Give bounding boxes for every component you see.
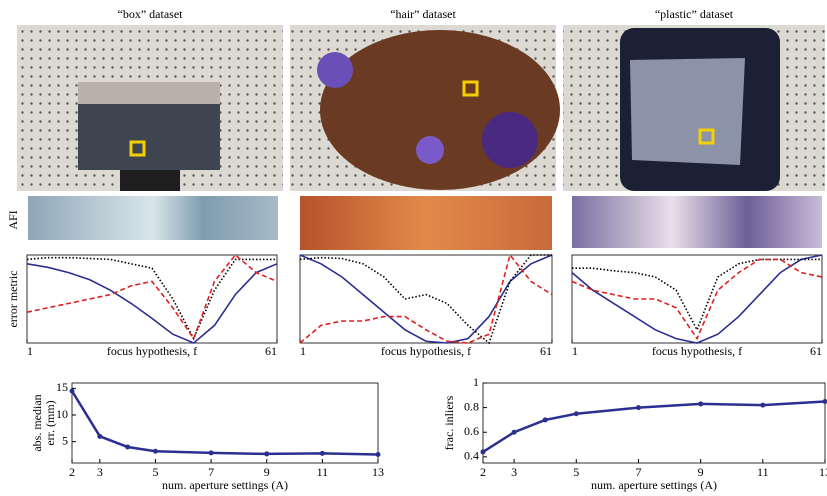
x-tick-label: 61 xyxy=(540,344,552,358)
y-tick-label: 5 xyxy=(62,433,68,447)
series-line xyxy=(26,253,278,341)
y-tick-label: 0.8 xyxy=(464,399,479,413)
series-line xyxy=(299,254,552,345)
x-tick-label: 5 xyxy=(152,465,158,479)
data-point xyxy=(125,444,131,450)
x-tick-label: 2 xyxy=(480,465,486,479)
y-axis-label: err. (mm) xyxy=(43,400,57,445)
x-tick-label: 11 xyxy=(317,465,329,479)
data-point xyxy=(542,417,548,423)
x-tick-label: 1 xyxy=(572,344,578,358)
series-line xyxy=(572,258,822,332)
data-point xyxy=(635,405,641,411)
afi-label: AFI xyxy=(6,210,20,229)
x-tick-label: 61 xyxy=(265,344,277,358)
data-point xyxy=(152,448,158,454)
plot-frame xyxy=(71,382,379,464)
photo-hair xyxy=(290,25,560,191)
plot-frame xyxy=(571,254,823,344)
data-point xyxy=(97,433,103,439)
x-tick-label: 13 xyxy=(372,465,384,479)
panel-title: “hair” dataset xyxy=(390,7,456,21)
y-axis-label: abs. median xyxy=(30,394,44,451)
x-tick-label: 9 xyxy=(264,465,270,479)
x-tick-label: 7 xyxy=(635,465,641,479)
series-line xyxy=(482,400,826,453)
series-line xyxy=(571,258,823,341)
x-tick-label: 9 xyxy=(698,465,704,479)
plot-frame xyxy=(299,254,553,344)
series-line xyxy=(299,253,553,344)
x-tick-label: 61 xyxy=(810,344,822,358)
panel-title: “plastic” dataset xyxy=(655,7,734,21)
plot-frame xyxy=(482,382,826,464)
data-point xyxy=(208,450,214,456)
x-tick-label: 3 xyxy=(97,465,103,479)
data-point xyxy=(375,451,381,457)
x-axis-label: num. aperture settings (A) xyxy=(591,478,717,492)
x-axis-label: focus hypothesis, f xyxy=(652,344,742,358)
data-point xyxy=(69,388,75,394)
y-axis-label: error metric xyxy=(6,271,20,328)
data-point xyxy=(760,402,766,408)
data-point xyxy=(822,398,827,404)
x-axis-label: num. aperture settings (A) xyxy=(162,478,288,492)
x-tick-label: 2 xyxy=(69,465,75,479)
panel-title: “box” dataset xyxy=(118,7,184,21)
x-tick-label: 11 xyxy=(757,465,769,479)
data-point xyxy=(573,411,579,417)
y-tick-label: 10 xyxy=(56,407,68,421)
data-point xyxy=(511,429,517,435)
data-point xyxy=(480,449,486,455)
afi-strip xyxy=(300,196,552,250)
x-axis-label: focus hypothesis, f xyxy=(107,344,197,358)
y-tick-label: 0.4 xyxy=(464,449,479,463)
x-tick-label: 3 xyxy=(511,465,517,479)
x-tick-label: 1 xyxy=(300,344,306,358)
y-axis-label: frac. inliers xyxy=(442,395,456,450)
afi-strip xyxy=(28,196,278,240)
x-tick-label: 7 xyxy=(208,465,214,479)
x-tick-label: 1 xyxy=(27,344,33,358)
x-tick-label: 5 xyxy=(573,465,579,479)
photo-plastic xyxy=(563,25,825,191)
series-line xyxy=(299,254,553,344)
photo-box xyxy=(17,25,283,191)
plot-frame xyxy=(26,254,278,344)
y-tick-label: 0.6 xyxy=(464,424,479,438)
data-point xyxy=(319,450,325,456)
series-line xyxy=(571,254,823,344)
data-point xyxy=(264,451,270,457)
x-tick-label: 13 xyxy=(819,465,827,479)
y-tick-label: 15 xyxy=(56,380,68,394)
series-line xyxy=(26,263,278,344)
series-line xyxy=(26,256,277,341)
data-point xyxy=(698,401,704,407)
y-tick-label: 1 xyxy=(473,375,479,389)
x-axis-label: focus hypothesis, f xyxy=(381,344,471,358)
afi-strip xyxy=(572,196,822,248)
series-line xyxy=(70,390,379,456)
